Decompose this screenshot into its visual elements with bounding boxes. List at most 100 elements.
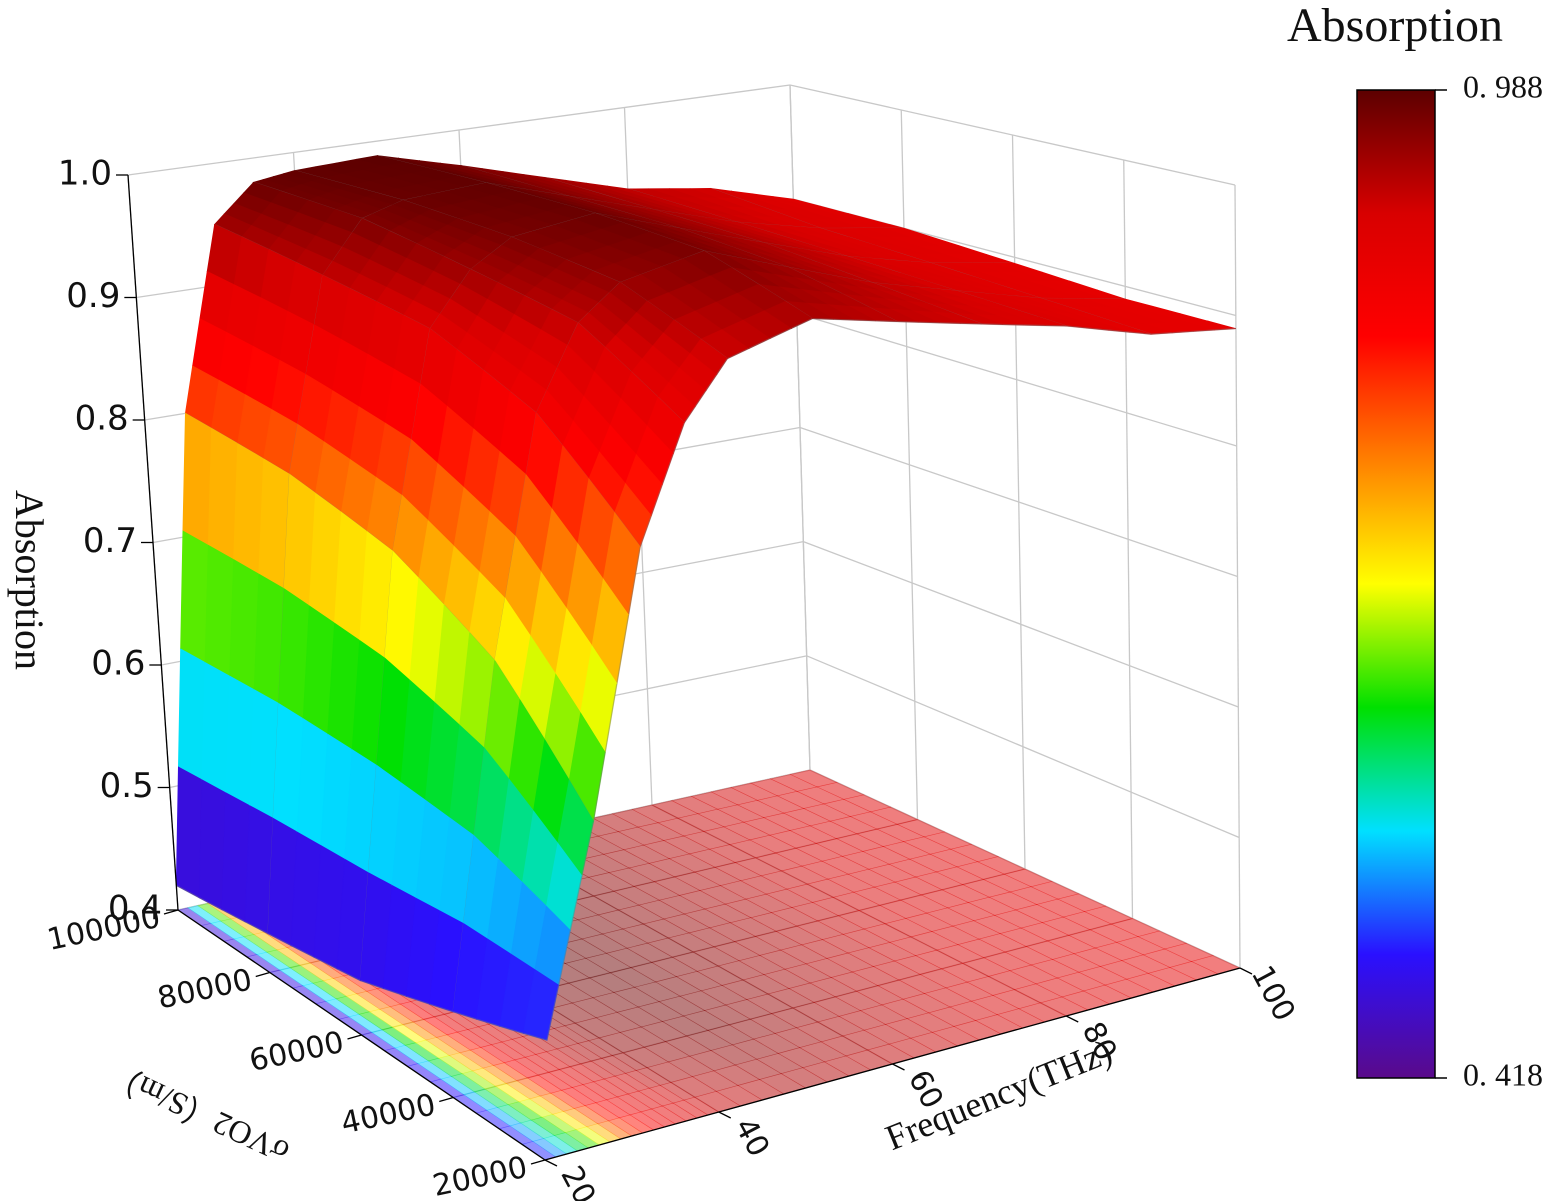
mesh-line: [790, 318, 813, 330]
y-tick-label: 100000: [44, 900, 163, 958]
x-tick: [1065, 1015, 1079, 1023]
surface-cell: [225, 675, 255, 807]
y-tick-label: 80000: [155, 962, 256, 1016]
mesh-line: [313, 956, 338, 970]
x-tick: [1239, 967, 1253, 975]
z-tick-label: 1.0: [58, 154, 112, 194]
mesh-line: [244, 921, 269, 935]
y-tick: [163, 909, 179, 915]
surface-cell: [201, 661, 231, 794]
mesh-line: [960, 322, 982, 325]
mesh-line: [683, 406, 696, 424]
z-tick-label: 0.8: [75, 399, 129, 439]
surface-cell: [207, 427, 239, 561]
mesh-line: [592, 752, 606, 822]
mesh-line: [1193, 329, 1215, 333]
mesh-line: [727, 347, 749, 360]
surface-cell: [204, 544, 235, 677]
floor-cell: [789, 769, 838, 788]
surface-cell: [198, 779, 227, 911]
grid-line: [796, 312, 1237, 447]
mesh-line: [336, 968, 361, 982]
surface-cell: [229, 558, 260, 691]
z-axis-title: Absorption: [7, 490, 52, 670]
x-tick: [718, 1111, 732, 1119]
mesh-line: [1129, 331, 1152, 335]
y-tick-label: 20000: [430, 1150, 531, 1201]
mesh-line: [769, 327, 792, 340]
mesh-line: [198, 897, 223, 911]
mesh-line: [650, 484, 663, 516]
colorbar: [1356, 89, 1436, 1079]
mesh-line: [546, 985, 560, 1041]
mesh-line: [221, 909, 246, 923]
x-tick-label: 100: [1244, 960, 1302, 1027]
z-tick-label: 0.5: [100, 766, 154, 806]
y-tick: [439, 1096, 454, 1103]
mesh-line: [833, 318, 855, 321]
y-tick-label: 40000: [338, 1087, 439, 1141]
y-tick-label: 60000: [246, 1025, 347, 1079]
colorbar-title: Absorption: [1287, 0, 1503, 52]
mesh-line: [716, 358, 728, 375]
mesh-line: [452, 1011, 477, 1020]
surface-cell: [233, 442, 265, 575]
mesh-line: [581, 821, 595, 876]
surface-cell: [175, 766, 203, 899]
mesh-line: [290, 944, 315, 958]
x-tick-label: 20: [553, 1160, 602, 1201]
mesh-line: [639, 515, 652, 548]
colorbar-tick-label: 0. 418: [1463, 1056, 1543, 1092]
mesh-line: [672, 422, 685, 454]
colorbar-tick-label: 0. 988: [1463, 68, 1543, 104]
mesh-line: [383, 988, 407, 998]
surface-cell: [180, 530, 209, 664]
y-tick: [530, 1159, 546, 1165]
mesh-line: [748, 337, 771, 350]
grid-line: [803, 541, 1239, 708]
x-tick: [544, 1159, 558, 1167]
mesh-line: [429, 1003, 454, 1013]
mesh-line: [1087, 327, 1109, 331]
mesh-line: [360, 979, 384, 990]
x-tick-label: 40: [727, 1112, 776, 1162]
mesh-line: [812, 317, 834, 321]
mesh-line: [523, 1032, 548, 1041]
mesh-line: [896, 320, 919, 323]
mesh-line: [1172, 330, 1194, 334]
z-tick-label: 0.7: [83, 521, 137, 561]
mesh-line: [604, 683, 618, 753]
mesh-line: [476, 1018, 501, 1027]
mesh-line: [981, 323, 1003, 326]
mesh-line: [627, 546, 641, 616]
mesh-line: [1002, 323, 1024, 326]
surface-cell: [182, 412, 212, 546]
z-tick-label: 0.9: [66, 276, 120, 316]
mesh-line: [499, 1025, 524, 1035]
mesh-line: [406, 995, 431, 1005]
x-tick: [892, 1063, 905, 1071]
mesh-line: [1108, 329, 1130, 333]
mesh-line: [1151, 332, 1173, 335]
surface-cell: [177, 648, 206, 781]
mesh-line: [1066, 325, 1088, 329]
mesh-line: [569, 875, 583, 931]
grid-line: [127, 84, 791, 176]
mesh-line: [918, 321, 940, 324]
surface-cell: [522, 969, 560, 1041]
mesh-line: [939, 322, 961, 325]
mesh-line: [694, 390, 707, 408]
mesh-line: [267, 933, 292, 947]
grid-line: [806, 655, 1240, 839]
mesh-line: [854, 319, 876, 322]
mesh-line: [705, 374, 718, 391]
y-tick: [255, 971, 270, 978]
grid-line: [799, 426, 1238, 578]
z-tick-label: 0.4: [108, 889, 162, 929]
mesh-line: [616, 615, 630, 684]
grid-line: [789, 84, 1236, 186]
mesh-line: [176, 884, 200, 899]
mesh-line: [1214, 327, 1236, 331]
mesh-line: [875, 320, 897, 323]
